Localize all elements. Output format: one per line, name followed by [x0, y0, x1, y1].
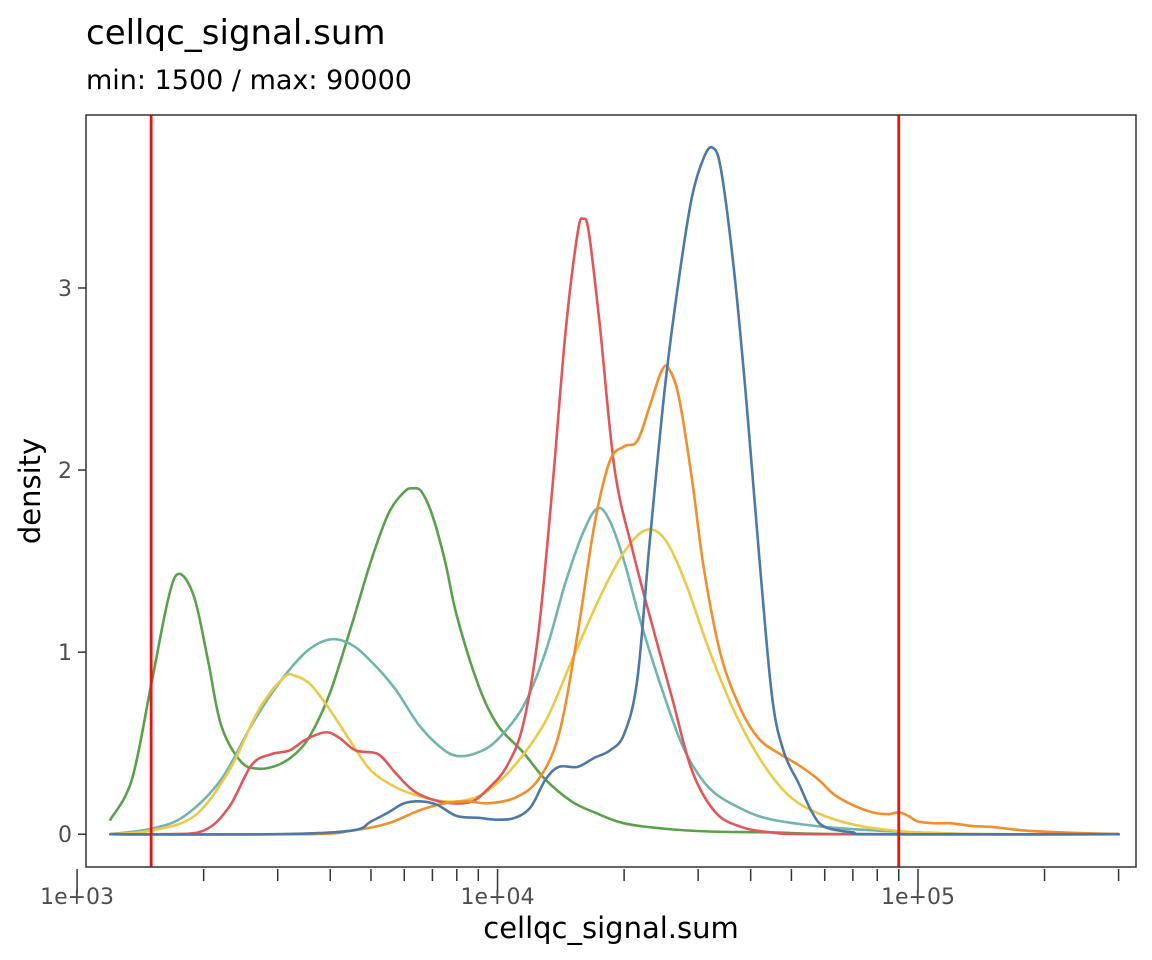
density-curve-4 — [109, 217, 1120, 836]
x-tick-label: 1e+03 — [40, 885, 114, 910]
threshold-lines — [149, 115, 901, 867]
axes: 1e+03 1e+04 1e+05 0 1 2 3 — [40, 277, 1120, 910]
y-axis-title: density — [13, 438, 47, 544]
x-tick-label: 1e+04 — [461, 885, 535, 910]
density-curve-5 — [109, 364, 1120, 836]
density-curve-3 — [109, 528, 1120, 836]
x-tick-label: 1e+05 — [881, 885, 955, 910]
plot-panel-border — [85, 114, 1137, 868]
y-tick-label: 0 — [58, 823, 72, 848]
chart-title: cellqc_signal.sum — [86, 13, 386, 53]
y-tick-label: 2 — [58, 459, 72, 484]
density-curve-1 — [109, 486, 1120, 836]
x-axis-title: cellqc_signal.sum — [483, 911, 739, 945]
density-curves — [109, 145, 1120, 836]
chart-subtitle: min: 1500 / max: 90000 — [86, 65, 412, 96]
y-tick-label: 1 — [58, 641, 72, 666]
density-curve-2 — [109, 506, 1120, 836]
density-curve-6 — [109, 145, 1120, 836]
y-tick-label: 3 — [58, 277, 72, 302]
